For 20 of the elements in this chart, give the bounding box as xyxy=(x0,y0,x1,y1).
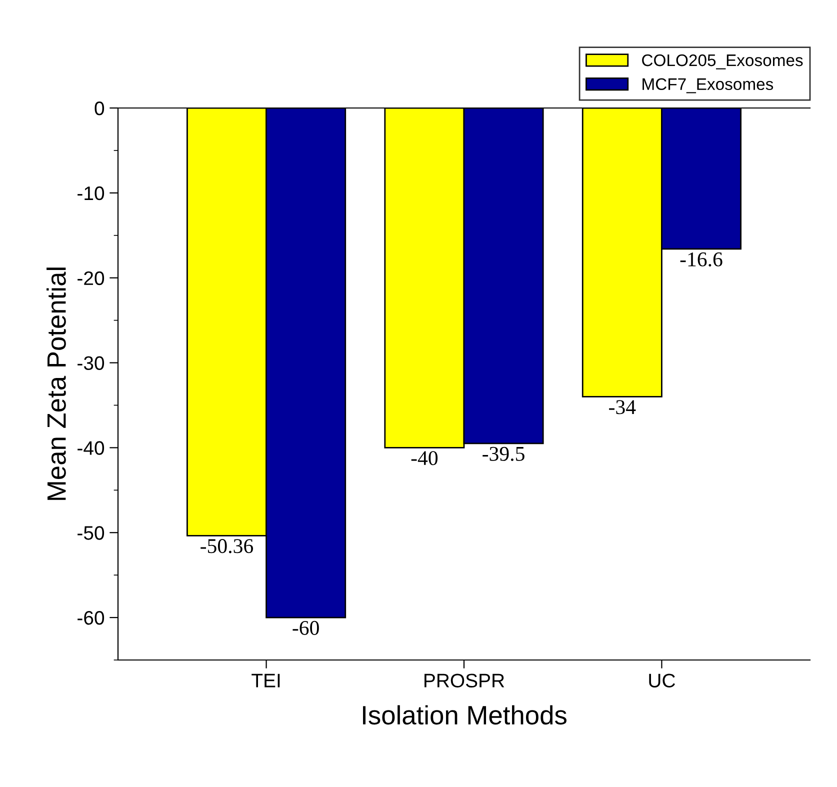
y-tick-label: -50 xyxy=(78,526,104,540)
data-label: -60 xyxy=(292,620,319,635)
x-tick-label: UC xyxy=(649,674,676,688)
legend-label: COLO205_Exosomes xyxy=(642,54,803,70)
data-label: -50.36 xyxy=(200,539,254,554)
y-tick-label: -60 xyxy=(78,611,104,625)
data-label: -34 xyxy=(609,400,636,414)
y-tick-label: -10 xyxy=(78,186,104,200)
data-label: -40 xyxy=(411,451,438,466)
y-tick-label: -40 xyxy=(78,441,104,455)
legend-label: MCF7_Exosomes xyxy=(642,78,774,94)
y-axis-title: Mean Zeta Potential xyxy=(46,268,66,500)
x-axis-title: Isolation Methods xyxy=(363,705,566,725)
y-tick-label: -30 xyxy=(78,356,104,370)
y-tick-label: 0 xyxy=(94,101,104,116)
y-tick-label: -20 xyxy=(78,271,104,286)
data-label: -16.6 xyxy=(680,252,722,267)
x-tick-label: PROSPR xyxy=(424,674,504,688)
x-tick-label: TEI xyxy=(252,674,280,688)
data-label: -39.5 xyxy=(482,446,524,461)
